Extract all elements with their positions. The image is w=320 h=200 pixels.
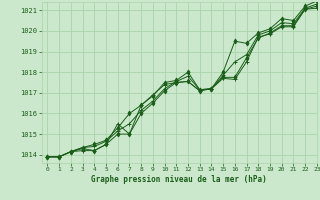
- X-axis label: Graphe pression niveau de la mer (hPa): Graphe pression niveau de la mer (hPa): [91, 175, 267, 184]
